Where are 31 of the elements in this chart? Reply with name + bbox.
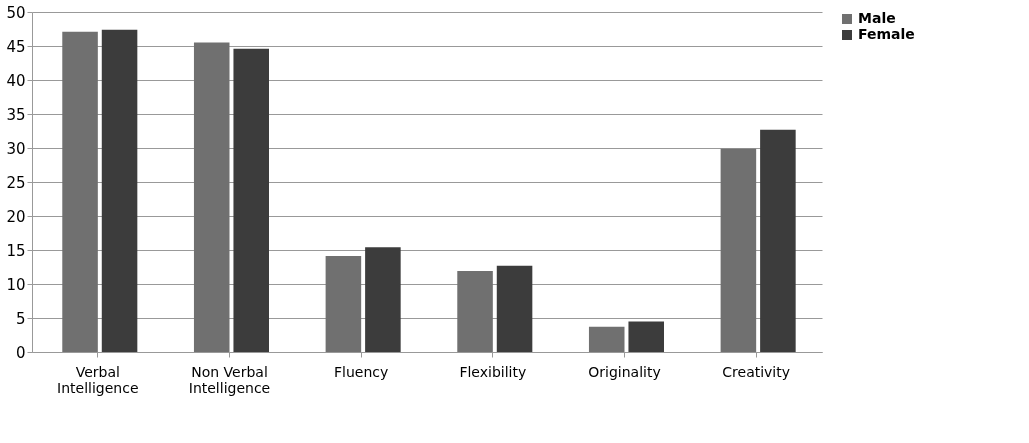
x-tick-label: Fluency [334,363,389,380]
legend-label: Male [858,10,896,26]
bar [365,247,401,352]
bar [62,31,98,352]
y-tick-label: 15 [6,241,26,260]
y-tick-label: 45 [6,37,26,56]
y-tick-label: 50 [6,3,26,22]
x-tick-label: Non Verbal Intelligence [188,363,271,396]
bar [720,148,757,352]
y-tick-label: 5 [15,309,26,328]
y-tick-label: 35 [6,105,26,124]
y-tick-label: 20 [6,207,26,226]
bar [325,256,362,352]
bar [588,326,625,352]
legend-label: Female [858,26,915,42]
y-tick-label: 40 [6,71,26,90]
bar [457,271,493,352]
x-tick-label: Creativity [722,363,791,380]
y-tick-label: 25 [6,173,26,192]
bar [233,48,269,352]
x-tick-label: Verbal Intelligence [57,363,139,396]
bar [193,42,230,352]
bar [628,321,664,352]
bar [101,29,138,352]
bar [760,129,796,352]
y-tick-label: 30 [6,139,26,158]
x-tick-label: Originality [588,363,661,380]
y-tick-label: 0 [15,343,26,362]
y-tick-label: 10 [6,275,26,294]
bar [496,265,533,352]
x-tick-label: Flexibility [459,363,527,380]
